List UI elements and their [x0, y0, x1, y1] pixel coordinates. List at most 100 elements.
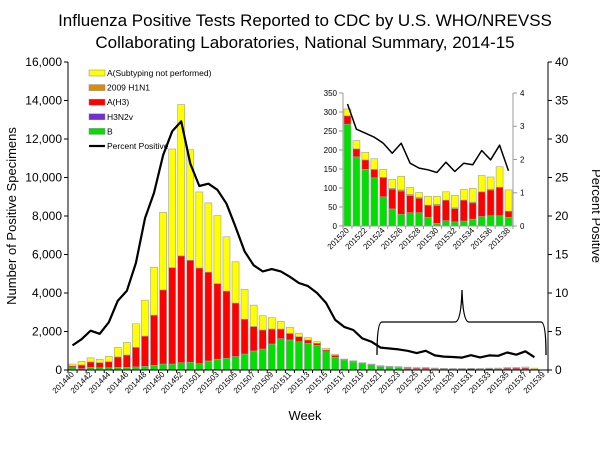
y-tick-label: 350: [324, 89, 338, 98]
bar-a-h3-: [96, 363, 103, 368]
bar-a-subtyping-not-performed-: [522, 367, 529, 368]
y-tick-label: 14,000: [25, 94, 62, 108]
bar-b: [380, 197, 387, 226]
y2-tick-label: 30: [555, 132, 569, 146]
legend-label: H3N2v: [107, 112, 134, 122]
bar-b: [250, 351, 257, 370]
legend-swatch: [89, 85, 105, 91]
bar-b: [344, 124, 351, 226]
y-tick-label: 150: [324, 165, 338, 174]
y-tick-label: 8,000: [32, 209, 62, 223]
bar-a-h3-: [223, 291, 230, 358]
bar-a-subtyping-not-performed-: [477, 368, 484, 369]
y-tick-label: 300: [324, 108, 338, 117]
bar-a-h3-: [259, 330, 266, 349]
bar-a-h3-: [105, 362, 112, 368]
bar-a-h3-: [344, 116, 351, 124]
y-tick-label: 4,000: [32, 286, 62, 300]
bar-a-subtyping-not-performed-: [407, 187, 414, 194]
bar-b: [478, 217, 485, 227]
legend-swatch: [89, 70, 105, 76]
y2-tick-label: 10: [555, 286, 569, 300]
bar-b: [469, 219, 476, 226]
bar-b: [407, 213, 414, 226]
legend-label: A(H3): [107, 97, 129, 107]
bar-a-subtyping-not-performed-: [395, 367, 402, 368]
bar-a-subtyping-not-performed-: [241, 289, 248, 319]
bar-a-h3-: [214, 284, 221, 360]
bar-a-subtyping-not-performed-: [531, 368, 538, 369]
bar-a-h3-: [398, 191, 405, 214]
bar-a-h3-: [389, 189, 396, 209]
bar-a-h3-: [487, 190, 494, 216]
bar-a-subtyping-not-performed-: [398, 176, 405, 190]
bar-a-h3-: [433, 205, 440, 223]
bar-a-h3-: [268, 329, 275, 344]
y-tick-label: 6,000: [32, 248, 62, 262]
y-tick-label: 200: [324, 146, 338, 155]
bar-a-h3-: [314, 343, 321, 345]
bar-a-subtyping-not-performed-: [504, 367, 511, 368]
bar-a-subtyping-not-performed-: [478, 175, 485, 191]
bar-a-h3-: [196, 268, 203, 364]
y-tick-label: 16,000: [25, 55, 62, 69]
bar-a-subtyping-not-performed-: [451, 195, 458, 208]
bar-a-subtyping-not-performed-: [286, 327, 293, 333]
y-tick-label: 12,000: [25, 132, 62, 146]
y2-tick-label: 0: [520, 222, 525, 231]
bar-a-subtyping-not-performed-: [433, 196, 440, 204]
bar-a-subtyping-not-performed-: [314, 342, 321, 344]
legend-label: 2009 H1N1: [107, 83, 150, 93]
legend: A(Subtyping not performed)2009 H1N1A(H3)…: [89, 68, 212, 151]
x-axis-label: Week: [289, 408, 322, 423]
bar-b: [368, 365, 375, 370]
bar-a-subtyping-not-performed-: [223, 237, 230, 291]
y-tick-label: 250: [324, 127, 338, 136]
y-tick-label: 0: [55, 363, 62, 377]
y2-tick-label: 3: [520, 122, 525, 131]
bar-a-subtyping-not-performed-: [362, 152, 369, 160]
bar-b: [496, 216, 503, 226]
bar-a-h3-: [78, 365, 85, 369]
bar-a-subtyping-not-performed-: [132, 324, 139, 347]
bar-a-h3-: [151, 315, 158, 365]
bar-b: [214, 359, 221, 370]
bar-a-h3-: [169, 268, 176, 364]
y2-tick-label: 15: [555, 248, 569, 262]
bar-a-subtyping-not-performed-: [169, 149, 176, 268]
bar-a-h3-: [371, 169, 378, 177]
bar-a-subtyping-not-performed-: [486, 368, 493, 369]
bar-a-subtyping-not-performed-: [196, 192, 203, 268]
bar-b: [353, 157, 360, 226]
bar-b: [362, 169, 369, 226]
bar-a-h3-: [304, 340, 311, 343]
bar-a-subtyping-not-performed-: [371, 159, 378, 170]
bar-b: [442, 221, 449, 226]
bar-a-h3-: [496, 187, 503, 216]
bar-a-subtyping-not-performed-: [460, 190, 467, 201]
bar-b: [350, 362, 357, 370]
bar-b: [178, 363, 185, 370]
bar-a-subtyping-not-performed-: [323, 348, 330, 350]
bar-b: [232, 357, 239, 370]
y-tick-label: 10,000: [25, 171, 62, 185]
legend-label: Percent Positive: [107, 141, 169, 151]
bar-a-subtyping-not-performed-: [425, 196, 432, 205]
bar-a-h3-: [160, 290, 167, 364]
bar-a-subtyping-not-performed-: [178, 105, 185, 256]
bar-a-subtyping-not-performed-: [160, 212, 167, 290]
bar-b: [141, 366, 148, 370]
bar-b: [451, 222, 458, 226]
bar-b: [389, 209, 396, 226]
inset-bracket: [377, 290, 546, 355]
bar-a-subtyping-not-performed-: [295, 333, 302, 336]
bar-a-subtyping-not-performed-: [123, 342, 130, 355]
y-tick-label: 50: [328, 203, 337, 212]
bar-a-subtyping-not-performed-: [214, 216, 221, 284]
bar-b: [359, 363, 366, 370]
bar-b: [169, 364, 176, 370]
bar-a-h3-: [353, 149, 360, 157]
y-axis-label: Number of Positive Specimens: [4, 127, 19, 305]
bar-a-subtyping-not-performed-: [332, 354, 339, 355]
bar-a-subtyping-not-performed-: [505, 190, 512, 211]
